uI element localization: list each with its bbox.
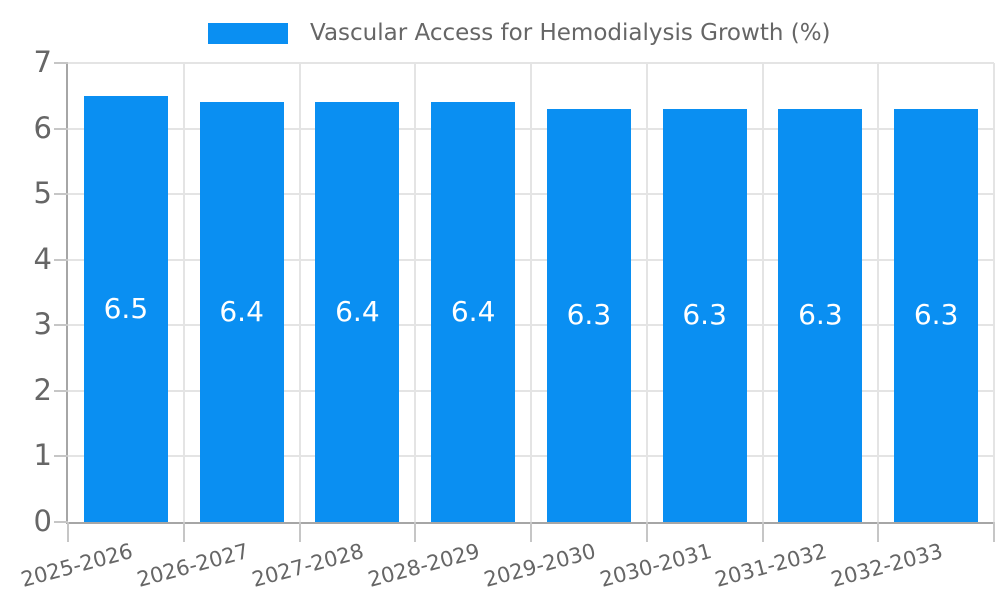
y-tick-label: 4 (33, 241, 52, 276)
bar-value-label: 6.3 (682, 298, 727, 332)
bar[interactable]: 6.3 (662, 108, 747, 522)
gridline-vertical (645, 63, 648, 522)
y-tick-label: 7 (33, 45, 52, 79)
y-tick-mark (54, 258, 68, 261)
gridline-vertical (993, 63, 995, 522)
x-tick-mark (877, 522, 880, 542)
x-tick-mark (761, 522, 764, 542)
legend-swatch-icon (208, 22, 288, 44)
y-tick-label: 6 (33, 110, 52, 145)
y-tick-mark (54, 193, 68, 196)
y-tick-label: 3 (33, 307, 52, 342)
x-tick-mark (298, 522, 301, 542)
bar-value-label: 6.3 (913, 298, 959, 332)
gridline-vertical (877, 63, 880, 522)
x-tick-mark (530, 522, 532, 542)
bar-value-label: 6.3 (566, 298, 612, 332)
chart-legend[interactable]: Vascular Access for Hemodialysis Growth … (208, 19, 831, 47)
bar-value-label: 6.4 (450, 295, 496, 329)
bar[interactable]: 6.3 (546, 108, 631, 522)
bar-value-label: 6.5 (103, 291, 149, 325)
y-tick-mark (54, 62, 68, 64)
y-tick-mark (54, 324, 68, 327)
x-tick-mark (645, 522, 648, 542)
bar-value-label: 6.3 (798, 298, 843, 332)
bar-value-label: 6.4 (219, 295, 264, 329)
bar-value-label: 6.4 (335, 295, 380, 329)
y-tick-label: 5 (33, 176, 52, 211)
x-tick-mark (414, 522, 417, 542)
gridline-vertical (414, 63, 417, 522)
bar[interactable]: 6.3 (894, 108, 979, 522)
x-tick-mark (67, 522, 69, 542)
y-tick-label: 1 (33, 438, 52, 473)
x-tick-mark (993, 522, 995, 542)
x-tick-mark (182, 522, 185, 542)
y-tick-mark (54, 521, 68, 523)
gridline-vertical (298, 63, 301, 522)
bar[interactable]: 6.4 (199, 102, 284, 522)
gridline-vertical (182, 63, 185, 522)
y-tick-label: 2 (33, 372, 52, 407)
bar[interactable]: 6.5 (83, 95, 168, 522)
bar[interactable]: 6.4 (431, 102, 516, 522)
y-tick-label: 0 (33, 504, 52, 538)
gridline-vertical (761, 63, 764, 522)
bar[interactable]: 6.4 (315, 102, 400, 522)
y-tick-mark (54, 127, 68, 130)
y-tick-mark (54, 455, 68, 458)
y-tick-mark (54, 389, 68, 392)
legend-label: Vascular Access for Hemodialysis Growth … (310, 20, 831, 46)
bar[interactable]: 6.3 (778, 108, 863, 522)
plot-area: 6.5 6.4 6.4 6.4 6.3 6.3 6.3 6.3 (66, 62, 995, 524)
gridline-vertical (530, 63, 532, 522)
